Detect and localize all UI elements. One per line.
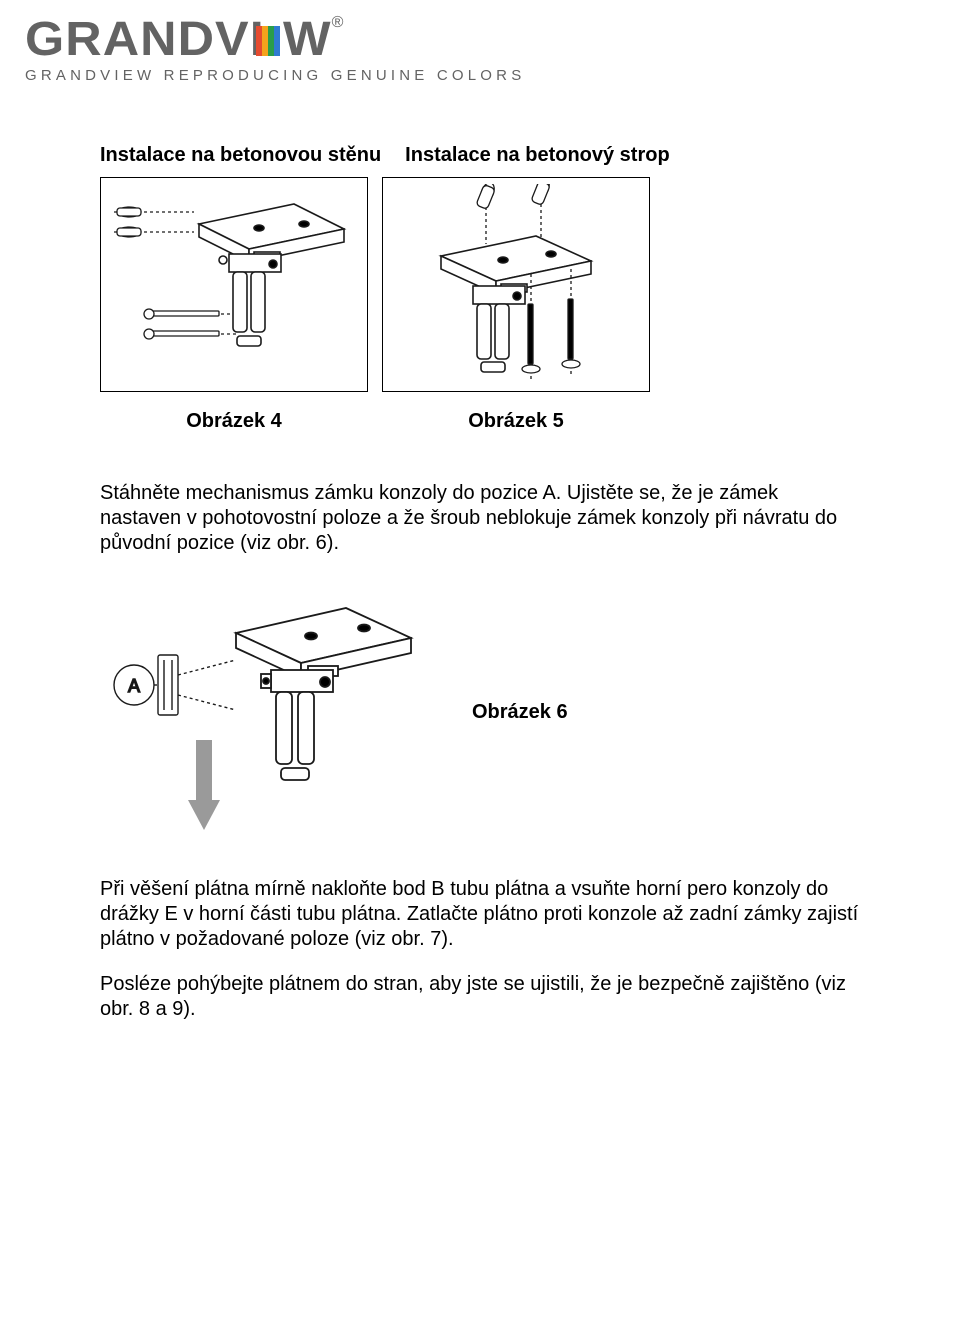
caption-fig5: Obrázek 5 — [382, 410, 650, 433]
caption-fig4: Obrázek 4 — [100, 410, 368, 433]
figure-captions: Obrázek 4 Obrázek 5 — [100, 410, 860, 433]
paragraph-1: Stáhněte mechanismus zámku konzoly do po… — [100, 481, 860, 556]
paragraph-3: Posléze pohýbejte plátnem do stran, aby … — [100, 972, 860, 1022]
callout-a-label: A — [128, 676, 140, 696]
arrow-down-icon — [188, 740, 220, 830]
figure-headers: Instalace na betonovou stěnu Instalace n… — [100, 144, 860, 167]
paragraph-2: Při věšení plátna mírně nakloňte bod B t… — [100, 877, 860, 952]
figure-5-box — [382, 177, 650, 392]
logo-tagline: GRANDVIEW REPRODUCING GENUINE COLORS — [25, 67, 960, 84]
page-content: Instalace na betonovou stěnu Instalace n… — [0, 84, 960, 1022]
figure-4-box — [100, 177, 368, 392]
figure-4-diagram — [109, 184, 359, 384]
logo-bar-4 — [274, 26, 280, 56]
header-ceiling: Instalace na betonový strop — [405, 144, 670, 167]
figure-row — [100, 177, 860, 392]
logo-text-right: W — [283, 20, 332, 61]
caption-fig6: Obrázek 6 — [472, 701, 568, 724]
registered-icon: ® — [332, 14, 344, 32]
figure-6-diagram: A — [106, 590, 436, 835]
header-wall: Instalace na betonovou stěnu — [100, 144, 381, 167]
brand-logo: GRANDVI W ® GRANDVIEW REPRODUCING GENUIN… — [0, 20, 960, 84]
figure-6-wrap: A — [100, 590, 860, 835]
logo-color-bars — [256, 26, 280, 56]
figure-5-diagram — [391, 184, 641, 384]
logo-text-left: GRANDVI — [25, 20, 265, 61]
